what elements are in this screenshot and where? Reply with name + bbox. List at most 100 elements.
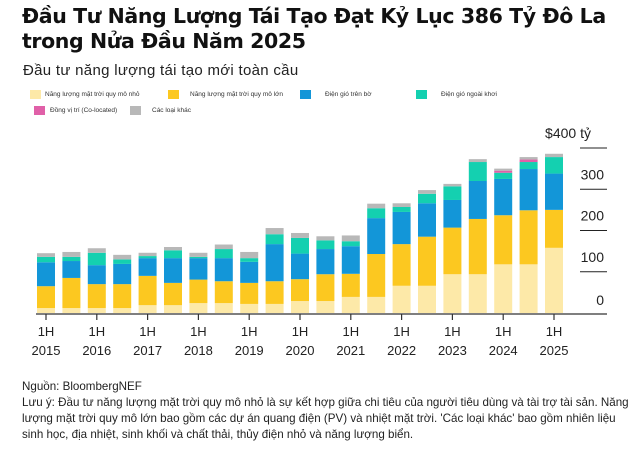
bar-segment (519, 159, 538, 163)
x-tick-year: 2019 (235, 343, 264, 358)
bar-segment (468, 159, 487, 163)
y-tick-label: $400 tỷ (545, 125, 591, 141)
x-tick-year: 2020 (286, 343, 315, 358)
bar-segment (87, 308, 106, 313)
bar-segment (164, 247, 182, 251)
y-tick-label: 200 (581, 208, 605, 224)
bar-segment (519, 169, 538, 211)
x-tick-half: 1H (393, 324, 410, 339)
chart-title: Đầu Tư Năng Lượng Tái Tạo Đạt Kỷ Lục 386… (22, 4, 606, 53)
bar-segment (164, 258, 182, 283)
footer: Nguồn: BloombergNEF Lưu ý: Đầu tư năng l… (22, 379, 637, 443)
x-tick-year: 2024 (489, 343, 518, 358)
bar-segment (113, 284, 132, 309)
x-tick-year: 2017 (133, 343, 162, 358)
bar-segment (240, 282, 259, 304)
x-tick-year: 2023 (438, 343, 467, 358)
bar-segment (113, 259, 132, 264)
bar-segment (37, 308, 55, 313)
bar-segment (240, 261, 259, 283)
bar-segment (240, 303, 259, 313)
bar-segment (468, 162, 487, 181)
bar-segment (214, 258, 233, 282)
x-tick-half: 1H (38, 324, 55, 339)
bar-segment (62, 308, 81, 313)
x-tick-half: 1H (444, 324, 461, 339)
bar-segment (367, 218, 386, 255)
bar-segment (113, 263, 132, 285)
x-tick-year: 2016 (82, 343, 111, 358)
bar-segment (443, 227, 462, 275)
legend-label: Điện gió ngoài khơi (441, 91, 497, 98)
bar-segment (189, 258, 208, 280)
x-tick-half: 1H (495, 324, 512, 339)
x-tick-half: 1H (342, 324, 359, 339)
bar-segment (37, 253, 55, 257)
legend-label: Đồng vị trí (Co-located) (50, 107, 118, 114)
bar-segment (443, 186, 462, 200)
bar-segment (545, 209, 563, 248)
x-tick-half: 1H (88, 324, 105, 339)
bar-segment (545, 247, 563, 313)
bar-segment (545, 157, 563, 174)
bar-segment (367, 296, 386, 313)
bar-segment (494, 170, 513, 173)
legend-swatch (130, 106, 141, 115)
x-tick-year: 2022 (387, 343, 416, 358)
bar-segment (291, 237, 309, 254)
bar-segment (240, 258, 259, 262)
bar-segment (316, 301, 335, 313)
y-tick-label: 100 (581, 249, 605, 265)
bar-segment (62, 256, 81, 262)
bar-segment (392, 203, 411, 207)
legend-label: Điện gió trên bờ (325, 91, 372, 98)
bar-segment (494, 172, 513, 179)
bar-segment (87, 248, 106, 253)
bar-segment (37, 256, 55, 263)
bar-segment (265, 281, 284, 304)
bar-segment (341, 273, 360, 297)
bar-segment (37, 286, 55, 309)
y-tick-label: 0 (596, 292, 604, 308)
bar-segment (316, 274, 335, 302)
footnote: Lưu ý: Đầu tư năng lượng mặt trời quy mô… (22, 396, 629, 441)
bar-segment (62, 261, 81, 278)
bar-segment (37, 262, 55, 287)
bar-segment (189, 303, 208, 313)
bar-segment (545, 173, 563, 210)
bar-segment (468, 218, 487, 275)
bar-segment (138, 305, 157, 313)
legend-swatch (416, 90, 427, 99)
bar-segment (367, 208, 386, 219)
bar-segment (164, 250, 182, 259)
source-note: Nguồn: BloombergNEF (22, 380, 142, 393)
bar-segment (341, 241, 360, 247)
bar-segment (443, 199, 462, 228)
bar-segment (418, 193, 436, 204)
bar-segment (316, 236, 335, 241)
bar-segment (265, 303, 284, 313)
bar-segment (265, 234, 284, 245)
chart: 0 100 200 300 $400 tỷ 1H 2015 1H 2016 1H 2017 1H 201… (32, 125, 607, 358)
x-tick-half: 1H (241, 324, 258, 339)
bar-segment (367, 203, 386, 209)
legend-swatch (30, 90, 41, 99)
bar-segment (214, 249, 233, 259)
legend-swatch (34, 106, 45, 115)
bar-segment (418, 190, 436, 194)
bar-segment (291, 301, 309, 313)
bar-segment (418, 285, 436, 313)
bar-segment (392, 211, 411, 245)
bar-segment (519, 157, 538, 160)
bar-segment (265, 228, 284, 235)
bar-segment (164, 305, 182, 313)
bar-segment (138, 256, 157, 259)
bar-segment (392, 285, 411, 313)
x-tick-year: 2018 (184, 343, 213, 358)
legend-label: Năng lượng mặt trời quy mô nhỏ (45, 91, 140, 98)
bar-segment (367, 254, 386, 297)
bar-segment (164, 282, 182, 306)
bar-segment (138, 275, 157, 306)
bar-segment (468, 274, 487, 313)
bar-segment (265, 244, 284, 282)
